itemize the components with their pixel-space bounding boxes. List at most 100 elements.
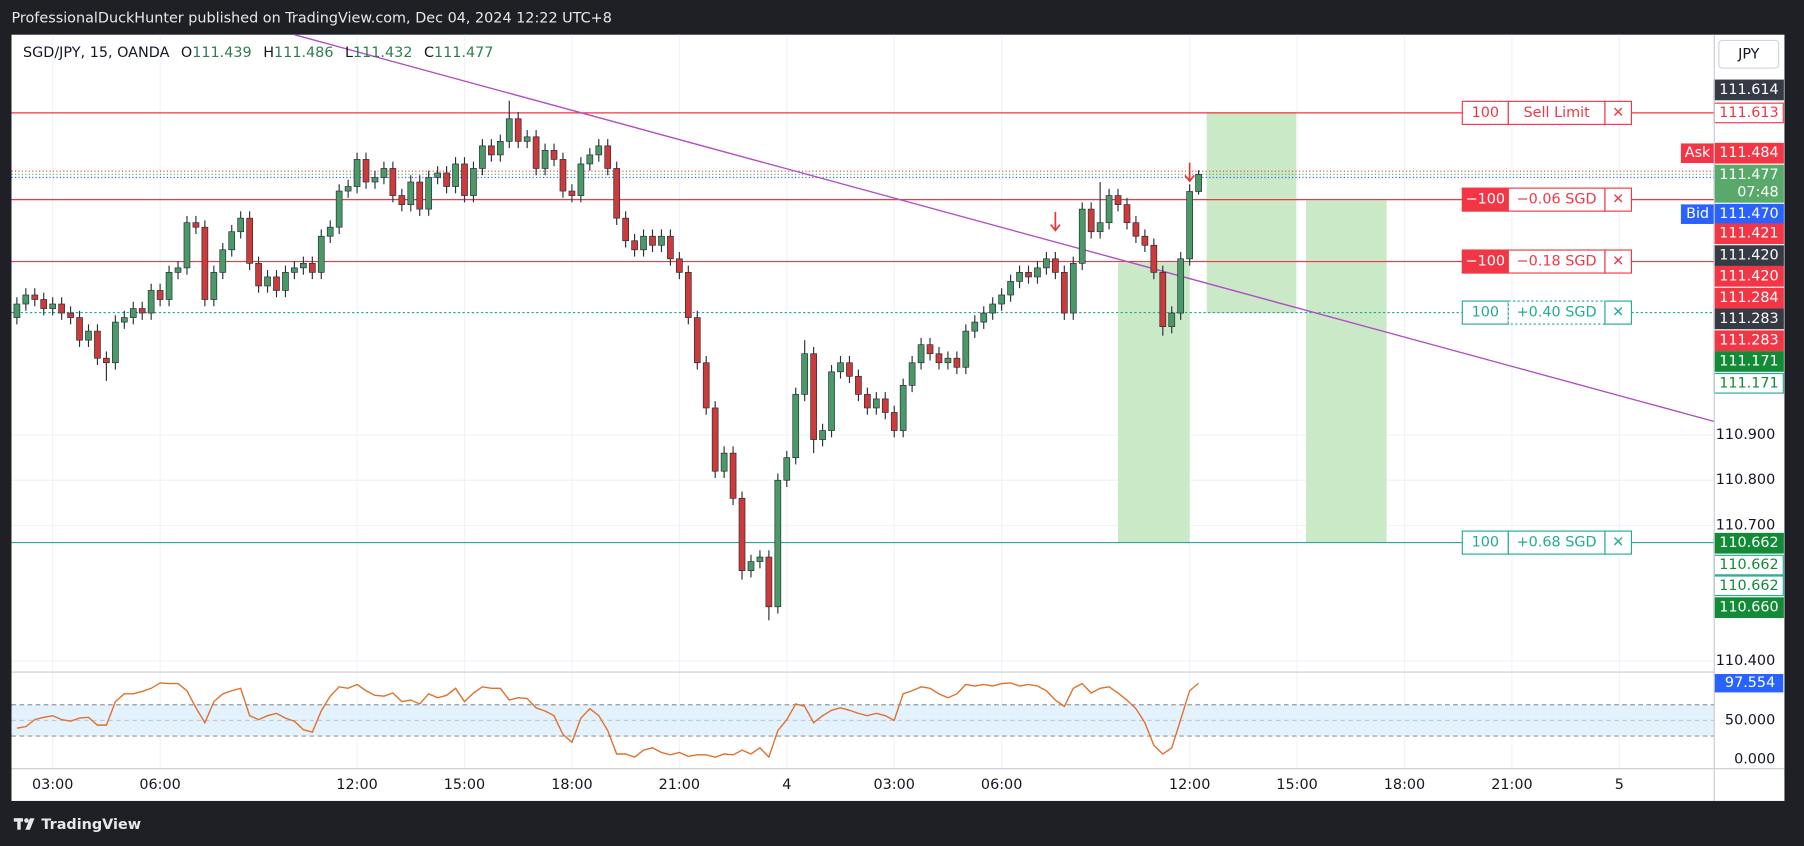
candle-body [917, 344, 925, 364]
candle-body [1043, 258, 1050, 269]
currency-button[interactable] [1718, 39, 1780, 69]
candle-body [183, 222, 191, 269]
x-tick-label: 12:00 [1169, 777, 1210, 793]
candle-body [407, 181, 415, 205]
price-badge-label: 111.420 [1719, 268, 1778, 284]
candle-body [264, 276, 271, 287]
candle-body [1159, 272, 1167, 327]
candle-body [505, 118, 513, 142]
candle-body [586, 154, 594, 165]
order-close-box[interactable] [1604, 530, 1632, 555]
x-tick-label: 06:00 [139, 777, 180, 793]
rsi-tick-label: 0.000 [1734, 751, 1775, 767]
x-tick-label: 03:00 [32, 777, 73, 793]
h-value: 111.486 [274, 45, 333, 61]
candle-body [676, 258, 683, 273]
candle-body [362, 159, 370, 183]
candle-body [523, 136, 531, 142]
order-close-box[interactable] [1604, 249, 1632, 274]
candle-body [1114, 195, 1122, 205]
candle-body [85, 330, 92, 341]
candle-body [971, 321, 979, 332]
candle-body [846, 362, 853, 377]
candle-body [425, 177, 433, 210]
x-tick-label: 18:00 [551, 777, 592, 793]
c-value: 111.477 [434, 45, 493, 61]
countdown: 07:48 [1737, 184, 1778, 200]
candle-body [962, 330, 970, 368]
order-qty: 100 [1472, 305, 1499, 321]
symbol: SGD/JPY, 15, OANDA [23, 45, 170, 61]
candle-body [13, 303, 21, 318]
candle-body [568, 190, 576, 196]
candle-body [58, 303, 65, 314]
x-tick-label: 15:00 [444, 777, 485, 793]
rsi-band [11, 704, 1715, 737]
candle-body [801, 353, 809, 395]
candle-body [443, 172, 450, 187]
signal-arrow-head [1184, 174, 1195, 183]
price-badge-label: 111.421 [1719, 226, 1778, 242]
candle-body [711, 407, 719, 472]
order-close-box[interactable] [1604, 300, 1632, 325]
candle-body [389, 168, 397, 196]
candle-body [246, 217, 253, 264]
candle-body [747, 561, 755, 571]
x-tick-label: 12:00 [336, 777, 377, 793]
l-label: L [345, 45, 353, 61]
candle-body [828, 371, 835, 431]
candle-body [210, 272, 218, 300]
candle-body [273, 276, 280, 291]
currency: JPY [1737, 46, 1760, 62]
trendline [294, 34, 1715, 423]
order-close: ✕ [1612, 305, 1624, 321]
candle-body [67, 312, 74, 318]
candle-body [488, 145, 495, 156]
chart-area [11, 34, 1785, 801]
candle-body [872, 398, 880, 409]
candle-body [326, 226, 334, 237]
candle-body [335, 190, 343, 228]
candle-body [855, 375, 862, 395]
rsi-badge [1714, 674, 1784, 693]
candle-body [819, 430, 826, 440]
price-badge-label: 111.171 [1719, 353, 1778, 369]
candle-body [434, 172, 441, 178]
candle-body [604, 145, 612, 169]
candle-body [738, 497, 746, 571]
candle-body [622, 217, 629, 242]
order-label: +0.68 SGD [1517, 535, 1597, 551]
order-close: ✕ [1612, 254, 1624, 270]
order-close-box[interactable] [1604, 100, 1632, 125]
y-tick-label: 110.700 [1716, 517, 1775, 533]
candle-body [1016, 272, 1023, 282]
candle-body [1186, 191, 1193, 260]
candle-body [1025, 272, 1032, 278]
published-note: ProfessionalDuckHunter published on Trad… [12, 11, 612, 27]
signal-arrow-head [1050, 224, 1061, 232]
candle-body [667, 235, 674, 260]
candle-body [219, 249, 227, 273]
candle-body [40, 299, 48, 309]
candle-body [774, 479, 782, 608]
candle-body [237, 217, 245, 233]
price-badge-label: 111.477 [1719, 167, 1778, 183]
candle-body [300, 263, 307, 269]
candle-body [837, 362, 844, 373]
candle-body [935, 353, 943, 364]
order-qty: −100 [1466, 254, 1505, 270]
candle-body [1150, 244, 1158, 273]
candle-body [461, 163, 468, 196]
candle-body [371, 177, 379, 183]
candle-body [201, 226, 209, 300]
candle-body [550, 150, 558, 160]
candle-body [559, 159, 567, 192]
price-badge-label: 111.283 [1719, 333, 1778, 349]
candle-body [1052, 258, 1059, 273]
order-close-box[interactable] [1604, 187, 1632, 212]
candle-body [112, 321, 119, 364]
candle-body [1123, 204, 1131, 224]
candle-body [31, 294, 39, 300]
price-tag: Ask [1685, 145, 1711, 161]
